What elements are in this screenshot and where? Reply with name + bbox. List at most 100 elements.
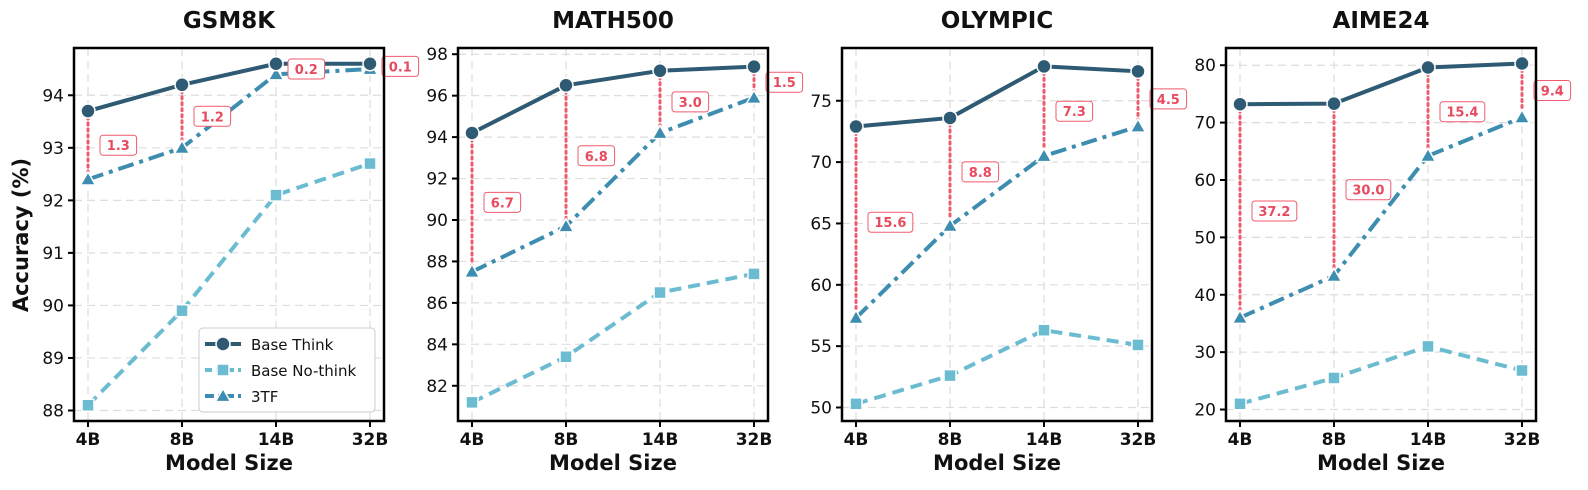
- gap-label: 1.3: [99, 134, 138, 156]
- data-point-base_think: [80, 103, 96, 119]
- gap-label-box: [577, 145, 616, 167]
- gap-label-box: [1533, 79, 1572, 101]
- y-tick-label: 96: [426, 87, 448, 107]
- gap-label-text: 9.4: [1541, 84, 1564, 99]
- data-point-base_think: [174, 77, 190, 93]
- data-point-base_think: [1130, 63, 1146, 80]
- gap-label: 1.2: [193, 105, 232, 127]
- y-tick-label: 40: [1194, 286, 1216, 306]
- shared-ylabel: Accuracy (%): [9, 158, 33, 312]
- gap-label-box: [1149, 88, 1188, 110]
- gap-label-box: [1251, 200, 1298, 222]
- y-tick-label: 65: [810, 214, 832, 234]
- data-point-base_think: [268, 56, 284, 72]
- legend: Base Think Base No-think 3TF: [198, 327, 376, 413]
- data-point-base_think: [1232, 96, 1248, 112]
- gap-label-text: 0.1: [389, 60, 412, 75]
- gap-label-text: 6.7: [491, 196, 514, 211]
- y-tick-label: 82: [426, 377, 448, 397]
- y-tick-label: 88: [42, 401, 64, 421]
- gap-label-box: [483, 191, 522, 213]
- gap-label-box: [1345, 179, 1392, 201]
- y-tick-label: 55: [810, 337, 832, 357]
- x-tick-label: 32B: [352, 430, 389, 450]
- y-tick-label: 75: [810, 92, 832, 112]
- series-line-base_nothink: [1239, 344, 1523, 406]
- plot-frame: [72, 46, 386, 423]
- data-point-base_think: [848, 118, 864, 135]
- data-point-tf: [1513, 108, 1531, 124]
- chart-panel-math500: 6.7 6.8 3.0 1.5 82 84 86 88 90 92 94 96 98 4B 8B 14B 32B…: [426, 8, 804, 475]
- data-point-base_think: [1326, 95, 1342, 112]
- gap-label-text: 6.8: [585, 150, 608, 165]
- data-point-base_nothink: [81, 398, 95, 412]
- data-point-base_nothink: [559, 350, 573, 364]
- gap-label-box: [1055, 100, 1094, 122]
- gap-label: 0.1: [381, 55, 420, 77]
- data-point-tf: [1325, 266, 1343, 283]
- series-line-base_think: [855, 64, 1139, 129]
- y-tick-label: 60: [810, 276, 832, 296]
- panel-title: OLYMPIC: [941, 8, 1053, 34]
- x-tick-label: 32B: [1504, 430, 1541, 450]
- series-line-base_think: [1239, 61, 1523, 107]
- data-point-tf: [463, 262, 481, 279]
- data-point-base_nothink: [747, 267, 761, 281]
- panel-title: MATH500: [552, 8, 674, 34]
- data-point-base_nothink: [1131, 338, 1145, 352]
- gap-label-text: 7.3: [1063, 105, 1086, 120]
- y-tick-label: 84: [426, 335, 448, 355]
- gap-label-box: [765, 71, 804, 93]
- gap-label: 30.0: [1345, 179, 1392, 201]
- gap-label-text: 1.5: [773, 76, 796, 91]
- series-line-base_nothink: [855, 328, 1139, 406]
- y-tick-label: 70: [1194, 114, 1216, 134]
- x-tick-label: 32B: [1120, 430, 1157, 450]
- y-tick-label: 80: [1194, 56, 1216, 76]
- legend-box: [198, 327, 376, 413]
- plot-frame: [1224, 46, 1538, 423]
- y-tick-label: 60: [1194, 171, 1216, 191]
- y-tick-label: 20: [1194, 401, 1216, 421]
- data-point-tf: [1035, 146, 1053, 163]
- gap-label-text: 15.6: [874, 216, 906, 231]
- y-tick-label: 89: [42, 349, 64, 369]
- gap-label-text: 8.8: [969, 166, 992, 181]
- data-point-base_think: [1036, 58, 1052, 75]
- series-line-base_nothink: [471, 271, 755, 405]
- x-axis-label: Model Size: [165, 451, 293, 475]
- series-line-base_nothink: [86, 161, 371, 407]
- legend-marker: [215, 336, 231, 352]
- data-point-tf: [173, 138, 191, 155]
- chart-panel-aime24: 37.2 30.0 15.4 9.4 20 30 40 50 60 70 80 4B 8B 14B 32B A…: [1194, 8, 1572, 475]
- gap-label-box: [381, 55, 420, 77]
- gap-label: 15.4: [1439, 101, 1486, 123]
- x-tick-label: 4B: [76, 430, 101, 450]
- data-point-tf: [745, 88, 763, 105]
- x-tick-label: 8B: [170, 430, 195, 450]
- gap-label: 6.8: [577, 145, 616, 167]
- gap-label: 9.4: [1533, 79, 1572, 101]
- panels: 1.3 1.2 0.2 0.1 88 89 90 91 92 93 94 4B 8B 14B 32B GSM8…: [42, 8, 1572, 475]
- gap-label: 3.0: [671, 91, 710, 113]
- y-tick-label: 70: [810, 153, 832, 173]
- x-tick-label: 4B: [844, 430, 869, 450]
- y-tick-label: 94: [426, 128, 448, 148]
- data-point-base_nothink: [1327, 371, 1341, 385]
- y-tick-label: 94: [42, 86, 64, 106]
- data-point-base_nothink: [465, 395, 479, 410]
- data-point-tf: [1419, 146, 1437, 163]
- gap-label-text: 4.5: [1157, 93, 1180, 108]
- data-point-base_nothink: [363, 156, 377, 171]
- x-tick-label: 4B: [1228, 430, 1253, 450]
- y-tick-label: 90: [426, 211, 448, 231]
- x-tick-label: 32B: [736, 430, 773, 450]
- gap-label-box: [867, 211, 914, 233]
- gap-label-box: [193, 105, 232, 127]
- x-tick-label: 8B: [554, 430, 579, 450]
- data-point-base_think: [1420, 59, 1436, 76]
- y-tick-label: 93: [42, 139, 64, 159]
- data-point-base_think: [652, 63, 668, 79]
- legend-label: 3TF: [251, 388, 278, 406]
- data-point-base_nothink: [1233, 397, 1247, 411]
